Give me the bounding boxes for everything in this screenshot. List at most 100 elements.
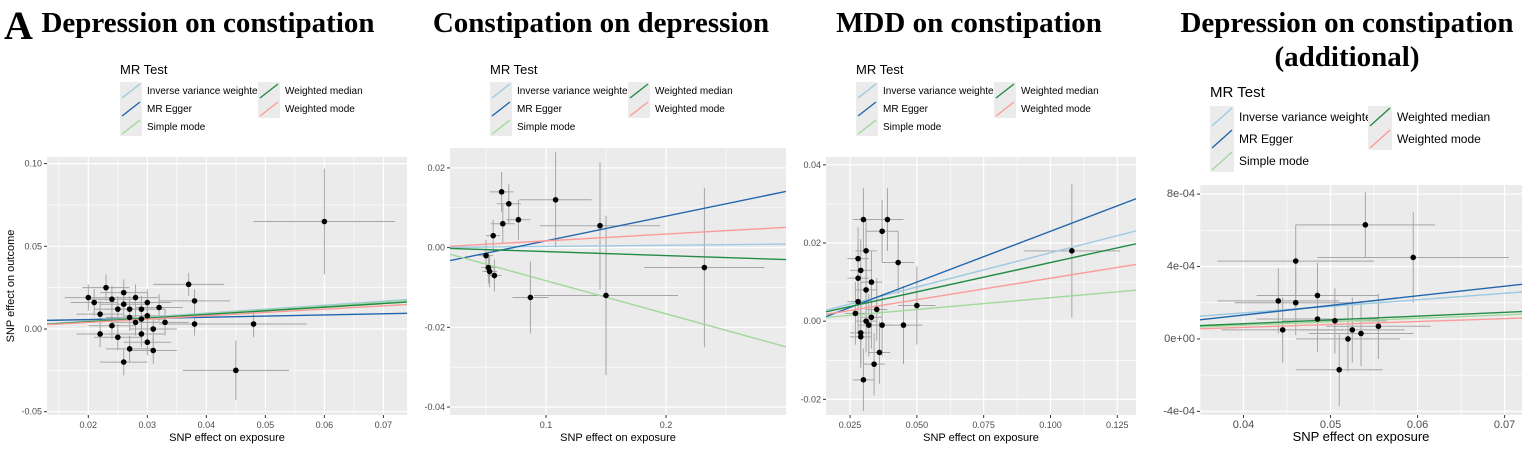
data-point [150,326,157,332]
legend-label: Weighted mode [285,103,355,115]
regression-line-weighted-median [1200,310,1522,327]
legend-item-weighted-mode: Weighted mode [1368,128,1481,150]
legend-label: MR Egger [147,103,193,115]
regression-line-weighted-median [450,247,786,261]
x-axis-label: SNP effect on exposure [560,432,676,444]
data-point [1358,330,1364,337]
legend-item-weighted-median: Weighted median [258,82,363,100]
legend-label: Weighted mode [1021,103,1091,115]
regression-line-egger [826,198,1136,318]
data-point [1410,254,1417,261]
data-point [860,377,867,383]
data-point [857,267,864,274]
chart-panel-3: MDD on constipation MR Test Inverse varia… [790,0,1148,456]
data-point [863,248,869,254]
legend-item-simple-mode: Simple mode [1210,150,1309,172]
legend-item-simple-mode: Simple mode [490,118,575,136]
legend-label: Inverse variance weighted [147,85,264,97]
y-tick-label: 4e-04 [1167,260,1195,272]
legend-label: Weighted mode [1397,132,1481,146]
y-tick-label: 0.04 [803,160,821,170]
x-tick-label: 0.1 [540,420,553,430]
legend-key-icon [258,82,280,100]
legend-key-icon [490,118,512,136]
x-tick-label: 0.125 [1106,420,1129,430]
legend-item-ivw: Inverse variance weighted [1210,106,1378,128]
data-point [490,232,496,239]
data-point [1345,336,1351,342]
data-point [1349,327,1356,333]
y-tick-label: -0.05 [21,407,42,417]
data-point [852,310,859,317]
data-point [876,349,883,356]
legend-key-icon [258,100,280,118]
data-point [150,347,157,354]
plot-background [47,157,407,415]
legend-item-simple-mode: Simple mode [120,118,205,136]
legend-item-weighted-mode: Weighted mode [258,100,355,118]
legend-label: Inverse variance weighted [1239,110,1379,124]
data-point [884,216,891,223]
data-point [191,298,198,304]
data-point [144,299,151,306]
y-axis-label: SNP effect on outcome [5,230,17,343]
data-point [250,321,257,327]
data-point [900,322,907,328]
x-tick-label: 0.04 [198,420,216,430]
legend-label: Weighted median [285,85,363,97]
data-point [597,222,603,229]
data-point [162,319,168,326]
x-tick-label: 0.050 [906,420,929,430]
x-axis-label: SNP effect on exposure [1293,429,1430,444]
y-tick-label: 0.00 [427,243,445,253]
data-point [879,228,885,235]
data-point [857,330,864,336]
legend-label: Simple mode [147,121,206,133]
data-point [1275,298,1282,304]
legend-item-egger: MR Egger [1210,128,1293,150]
legend-item-weighted-median: Weighted median [994,82,1099,100]
data-point [138,316,145,322]
data-point [603,292,609,299]
data-point [103,284,109,291]
chart-panel-4: Depression on constipation (additional) … [1150,0,1536,456]
data-point [1279,327,1286,333]
legend-item-ivw: Inverse variance weighted [856,82,999,100]
legend-key-icon [856,118,878,136]
x-tick-label: 0.05 [1320,419,1341,431]
y-tick-label: 0.05 [24,241,42,251]
data-point [126,346,133,352]
regression-line-weighted-median [826,243,1136,313]
legend-label: Inverse variance weighted [883,85,1000,97]
data-point [1362,222,1369,228]
legend-key-icon [490,100,512,118]
data-point [115,334,121,341]
data-point [321,218,328,225]
x-tick-label: 0.075 [972,420,995,430]
data-point [895,259,901,266]
chart-plot: 0.1 0.2 -0.04 -0.02 0.00 0.02 SNP effect on ex… [424,148,786,444]
legend-label: Weighted median [1397,110,1491,124]
data-point [97,311,103,317]
x-tick-label: 0.06 [1407,419,1428,431]
y-tick-label: 0.00 [24,324,42,334]
data-point [1292,258,1299,264]
legend-item-egger: MR Egger [856,100,928,118]
legend-title: MR Test [856,62,904,77]
data-point [879,322,885,328]
data-point [873,306,880,313]
legend-item-ivw: Inverse variance weighted [120,82,263,100]
panel-letter: A [4,3,33,48]
data-point [1314,316,1321,322]
data-point [138,306,145,312]
chart-legend: MR Test Inverse variance weighted MR Egger… [856,62,1116,142]
legend-title: MR Test [120,62,168,77]
x-axis-label: SNP effect on exposure [169,432,285,444]
data-point [1375,323,1382,330]
data-point [506,200,512,207]
x-tick-label: 0.02 [80,420,98,430]
plot-background [450,148,786,415]
data-point [855,298,861,305]
x-tick-label: 0.025 [839,420,862,430]
data-point [865,322,872,328]
